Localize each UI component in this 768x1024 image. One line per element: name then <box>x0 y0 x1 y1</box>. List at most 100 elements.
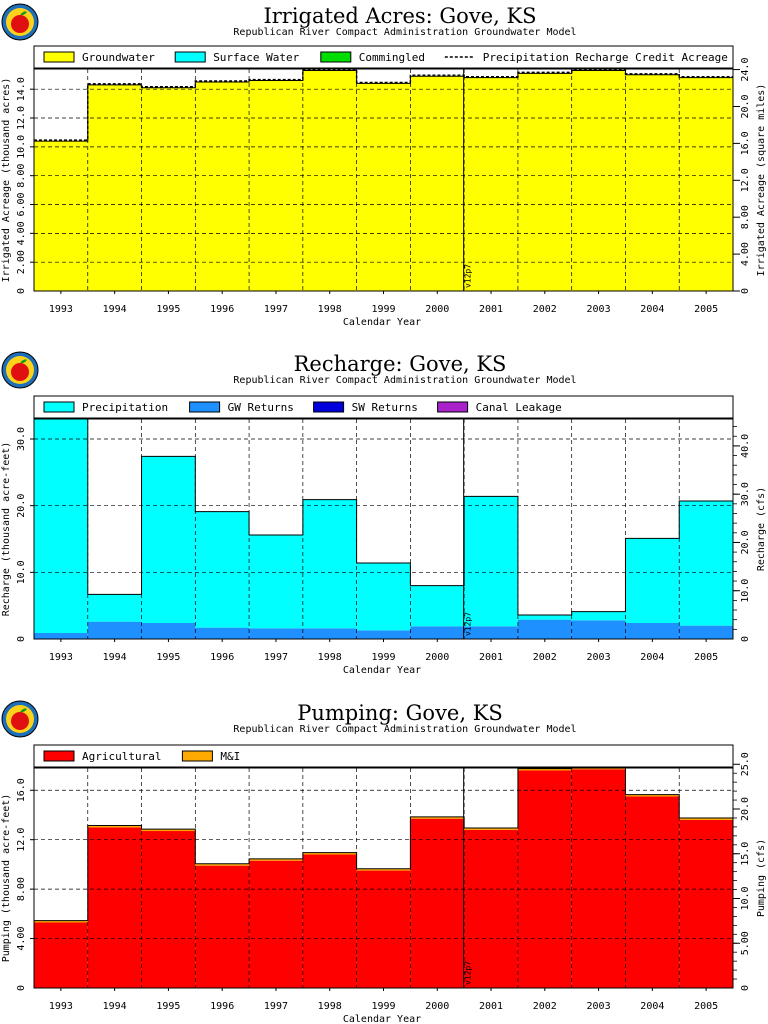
y-tick-label: 8.00 <box>16 164 27 188</box>
x-tick-label: 2003 <box>587 304 611 315</box>
bar-agricultural-1997 <box>249 860 303 988</box>
bar-precipitation-1993 <box>34 419 88 633</box>
bar-precipitation-2002 <box>517 615 572 620</box>
legend-swatch-2 <box>174 51 206 63</box>
y2-tick-label: 16.0 <box>740 131 751 155</box>
bar-groundwater-1994 <box>87 84 142 291</box>
x-tick-label: 1997 <box>264 652 288 663</box>
y-tick-label-zero: 0 <box>16 288 27 294</box>
x-tick-label: 1996 <box>210 304 234 315</box>
bar-groundwater-2000 <box>410 76 465 291</box>
bar-m-i-2000 <box>410 816 465 819</box>
legend-label-2: Surface Water <box>213 51 299 64</box>
x-tick-label: 2003 <box>587 1001 611 1012</box>
bar-precipitation-2001 <box>464 496 518 627</box>
chart-title: Irrigated Acres: Gove, KS <box>263 4 536 28</box>
x-tick-label: 1998 <box>318 304 342 315</box>
bar-m-i-2002 <box>517 768 572 771</box>
x-tick-label: 1998 <box>318 1001 342 1012</box>
legend-swatch-1 <box>43 51 75 63</box>
version-marker-label: v12p7 <box>464 612 473 636</box>
x-tick-label: 2000 <box>425 304 449 315</box>
bar-m-i-1996 <box>195 863 250 866</box>
stack-outline <box>34 418 733 616</box>
bar-gw-returns-2003 <box>571 620 626 639</box>
bar-gw-returns-2002 <box>517 619 572 639</box>
bar-agricultural-1998 <box>302 854 357 988</box>
y2-tick-label: 15.0 <box>740 842 751 866</box>
x-tick-label: 1997 <box>264 1001 288 1012</box>
y-tick-label: 14.0 <box>16 77 27 101</box>
chart-subtitle: Republican River Compact Administration … <box>233 375 576 386</box>
x-tick-label: 2004 <box>640 652 664 663</box>
bar-precipitation-2003 <box>571 611 626 621</box>
y2-tick-label: 24.0 <box>740 58 751 82</box>
x-tick-label: 1994 <box>103 1001 127 1012</box>
bar-gw-returns-1994 <box>87 621 142 639</box>
bar-m-i-1994 <box>87 825 142 828</box>
x-tick-label: 1993 <box>49 304 73 315</box>
x-tick-label: 1993 <box>49 1001 73 1012</box>
y-tick-label: 12.0 <box>16 828 27 852</box>
bar-gw-returns-2005 <box>679 625 733 639</box>
bar-gw-returns-2000 <box>410 626 465 639</box>
legend-label-1: Groundwater <box>82 51 155 64</box>
bar-groundwater-1995 <box>141 87 196 291</box>
x-axis-label: Calendar Year <box>343 665 421 676</box>
x-tick-label: 2003 <box>587 652 611 663</box>
bar-agricultural-2004 <box>625 796 680 988</box>
y2-tick-label: 20.0 <box>740 797 751 821</box>
bar-precipitation-1999 <box>356 563 411 631</box>
x-tick-label: 2004 <box>640 304 664 315</box>
y2-tick-label: 20.0 <box>740 94 751 118</box>
y2-tick-label: 5.00 <box>740 931 751 955</box>
bar-agricultural-1995 <box>141 831 196 988</box>
stack-outline <box>34 766 733 922</box>
bar-agricultural-1999 <box>356 870 411 988</box>
x-tick-label: 2001 <box>479 1001 503 1012</box>
y-tick-label: 4.00 <box>16 927 27 951</box>
x-tick-label: 1998 <box>318 652 342 663</box>
y-tick-label: 10.0 <box>16 135 27 159</box>
bar-m-i-1995 <box>141 829 196 832</box>
legend-swatch-2 <box>181 750 213 762</box>
bar-m-i-1999 <box>356 868 411 871</box>
y-axis-label: Pumping (thousand acre-feet) <box>1 794 12 963</box>
legend-label-4: Canal Leakage <box>476 401 562 414</box>
bar-m-i-1993 <box>34 920 88 923</box>
bar-precipitation-1998 <box>302 499 357 629</box>
stack-outline <box>34 69 733 142</box>
bar-gw-returns-2004 <box>625 623 680 639</box>
y-tick-label: 12.0 <box>16 106 27 130</box>
y-tick-label: 20.0 <box>16 494 27 518</box>
legend-label-1: Precipitation <box>82 401 168 414</box>
y2-tick-label: 30.0 <box>740 482 751 506</box>
x-tick-label: 2005 <box>694 304 718 315</box>
y2-axis-label: Irrigated Acreage (square miles) <box>756 84 767 277</box>
y-tick-label: 6.00 <box>16 192 27 216</box>
legend-box <box>33 45 734 69</box>
bar-agricultural-1994 <box>87 827 142 988</box>
bar-precipitation-1994 <box>87 594 142 622</box>
bar-gw-returns-2001 <box>464 626 518 639</box>
bar-agricultural-1993 <box>34 922 88 988</box>
y2-axis-label: Pumping (cfs) <box>756 839 767 917</box>
legend-label-2: M&I <box>220 750 240 763</box>
x-tick-label: 1995 <box>156 304 180 315</box>
bar-precipitation-1997 <box>249 535 303 629</box>
x-tick-label: 2001 <box>479 304 503 315</box>
y-tick-label: 2.00 <box>16 250 27 274</box>
y2-tick-label: 4.00 <box>740 242 751 266</box>
bar-agricultural-2003 <box>571 769 626 988</box>
logo-apple-1 <box>11 15 29 33</box>
y2-tick-label: 8.00 <box>740 205 751 229</box>
x-axis-label: Calendar Year <box>343 1014 421 1024</box>
legend-label-3: Commingled <box>359 51 425 64</box>
y2-tick-label: 12.0 <box>740 168 751 192</box>
bar-groundwater-1998 <box>302 70 357 291</box>
bar-gw-returns-1998 <box>302 628 357 639</box>
y2-tick-label: 40.0 <box>740 434 751 458</box>
